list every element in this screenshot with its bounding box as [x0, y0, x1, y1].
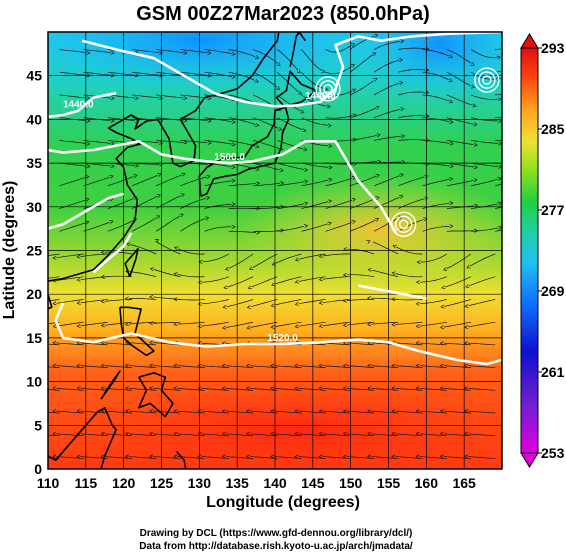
y-axis-ticks: 0 5 10 15 20 25 30 35 40 45: [26, 68, 42, 477]
streamline-arrowhead: [29, 455, 32, 458]
contour-label: 1520.0: [267, 333, 298, 344]
hot-region-south: [40, 370, 560, 490]
x-tick-label: 120: [112, 475, 136, 491]
streamline-arrowhead: [29, 432, 32, 435]
y-tick-label: 10: [26, 374, 42, 390]
colorbar-tick-label: 261: [541, 364, 565, 380]
y-axis-label: Latitude (degrees): [1, 181, 18, 320]
colorbar-tick-label: 293: [541, 40, 565, 56]
x-tick-label: 115: [75, 475, 98, 491]
credit-line-1: Drawing by DCL (https://www.gfd-dennou.o…: [140, 528, 413, 539]
y-tick-label: 0: [34, 461, 42, 477]
streamline-arrowhead: [29, 364, 32, 367]
colorbar-tick-label: 269: [541, 283, 565, 299]
colorbar: 253 261 269 277 285 293: [521, 34, 565, 467]
y-tick-label: 15: [26, 330, 42, 346]
x-axis-label: Longitude (degrees): [206, 494, 360, 511]
x-tick-label: 145: [301, 475, 325, 491]
colorbar-top-arrow: [521, 34, 538, 48]
colorbar-body: [521, 48, 538, 453]
colorbar-tick-label: 285: [541, 121, 565, 137]
x-tick-label: 155: [377, 475, 401, 491]
streamline-arrowhead: [29, 279, 32, 282]
streamline-arrowhead: [29, 302, 32, 305]
x-tick-label: 160: [415, 475, 439, 491]
y-tick-label: 20: [26, 286, 42, 302]
colorbar-tick-label: 253: [541, 445, 565, 461]
credit-line-2: Data from http://database.rish.kyoto-u.a…: [139, 541, 413, 552]
y-tick-label: 30: [26, 199, 42, 215]
x-tick-label: 125: [150, 475, 174, 491]
contour-label: 1500.0: [214, 152, 245, 163]
y-tick-label: 5: [34, 417, 42, 433]
y-tick-label: 45: [26, 68, 42, 84]
y-tick-label: 35: [26, 155, 42, 171]
chart-title: GSM 00Z27Mar2023 (850.0hPa): [136, 3, 430, 25]
streamline-arrowhead: [29, 325, 32, 328]
x-tick-label: 110: [37, 475, 60, 491]
y-tick-label: 40: [26, 111, 42, 127]
colorbar-bottom-arrow: [521, 453, 538, 467]
x-axis-ticks: 110 115 120 125 130 135 140 145 150 155 160 165: [37, 475, 476, 491]
x-tick-label: 130: [188, 475, 212, 491]
x-tick-label: 165: [452, 475, 476, 491]
x-tick-label: 150: [339, 475, 363, 491]
streamline-arrowhead: [29, 409, 32, 412]
contour-label: 1440.0: [63, 100, 94, 111]
x-tick-label: 135: [225, 475, 249, 491]
colorbar-tick-label: 277: [541, 202, 565, 218]
colorbar-ticks: 253 261 269 277 285 293: [538, 40, 565, 461]
warm-region-east: [240, 175, 520, 285]
x-tick-label: 140: [263, 475, 287, 491]
y-tick-label: 25: [26, 243, 42, 259]
